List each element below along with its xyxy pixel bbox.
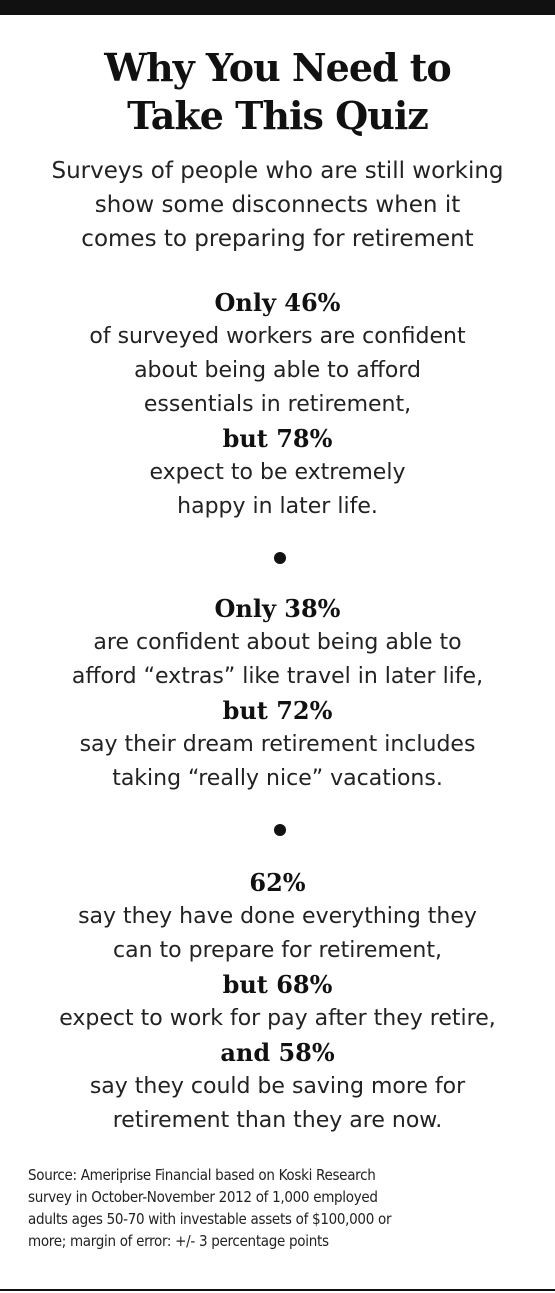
stat-description: expect to work for pay after they retire…	[59, 1006, 496, 1031]
top-rule	[0, 0, 555, 15]
stat-description: happy in later life.	[177, 494, 378, 519]
stat-description: afford “extras” like travel in later lif…	[71, 664, 484, 689]
stat-description: say their dream retirement includes	[79, 732, 476, 757]
title-line-2: Take This Quiz	[127, 93, 429, 138]
stat-description: about being able to afford	[134, 358, 421, 383]
bottom-rule	[0, 1289, 555, 1291]
stat-description: essentials in retirement,	[143, 392, 412, 417]
source-line: survey in October-November 2012 of 1,000…	[28, 1188, 378, 1206]
subtitle-line-1: Surveys of people who are still working	[51, 158, 504, 184]
source-line: adults ages 50-70 with investable assets…	[28, 1210, 392, 1228]
source-note: Source: Ameriprise Financial based on Ko…	[28, 1164, 528, 1252]
stat-description: are confident about being able to	[93, 630, 462, 655]
subtitle-line-2: show some disconnects when it	[94, 192, 461, 218]
stat-description: say they could be saving more for	[89, 1074, 466, 1099]
subtitle-line-3: comes to preparing for retirement	[81, 226, 474, 252]
subtitle: Surveys of people who are still working …	[0, 154, 555, 256]
source-line: more; margin of error: +/- 3 percentage …	[28, 1232, 329, 1250]
title-line-1: Why You Need to	[104, 45, 451, 90]
stat-description: retirement than they are now.	[112, 1108, 443, 1133]
stat-description: of surveyed workers are confident	[89, 324, 466, 349]
stat-section-1: Only 46% of surveyed workers are confide…	[0, 286, 555, 524]
page-title: Why You Need to Take This Quiz	[0, 44, 555, 140]
bullet-divider	[274, 552, 286, 564]
stat-section-3: 62% say they have done everything they c…	[0, 866, 555, 1138]
stat-62: 62%	[249, 868, 306, 897]
stat-section-2: Only 38% are confident about being able …	[0, 592, 555, 796]
source-line: Source: Ameriprise Financial based on Ko…	[28, 1166, 376, 1184]
stat-description: expect to be extremely	[149, 460, 406, 485]
stat-but-72: but 72%	[222, 696, 333, 725]
stat-but-68: but 68%	[222, 970, 333, 999]
stat-only-46: Only 46%	[214, 288, 341, 317]
stat-but-78: but 78%	[222, 424, 333, 453]
stat-description: can to prepare for retirement,	[113, 938, 442, 963]
stat-description: taking “really nice” vacations.	[112, 766, 443, 791]
stat-description: say they have done everything they	[78, 904, 477, 929]
bullet-divider	[274, 824, 286, 836]
stat-and-58: and 58%	[220, 1038, 335, 1067]
stat-only-38: Only 38%	[214, 594, 341, 623]
